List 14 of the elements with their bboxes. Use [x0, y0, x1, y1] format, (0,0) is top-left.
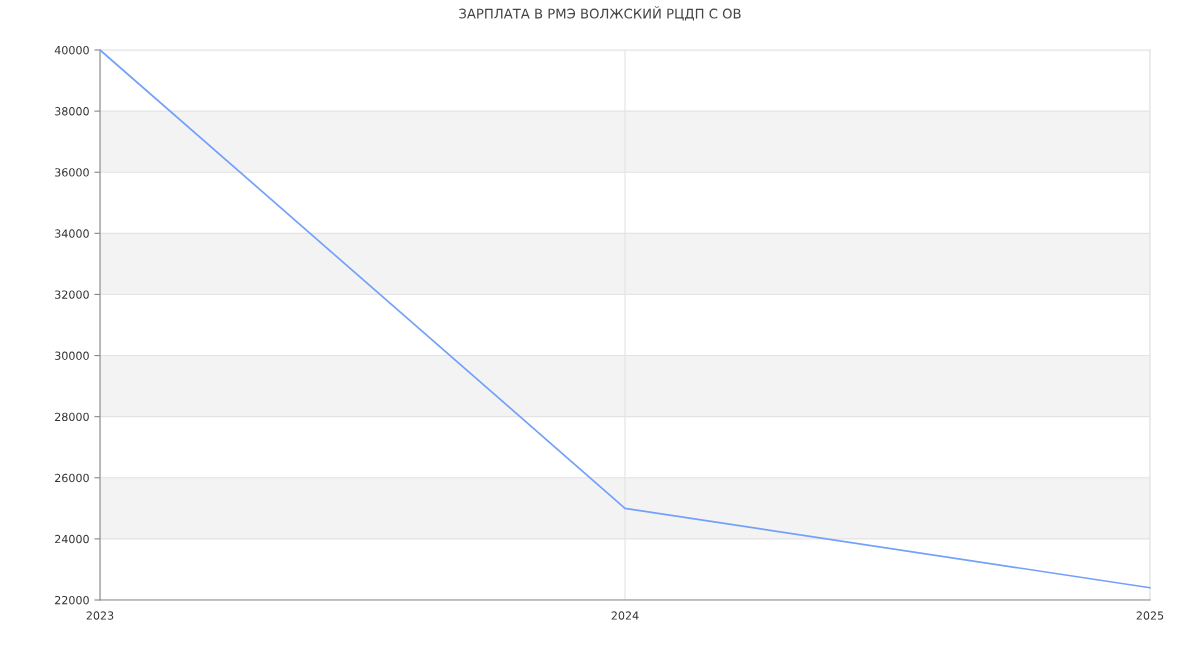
- y-tick-label: 30000: [55, 351, 89, 360]
- y-tick-label: 34000: [55, 229, 89, 238]
- x-tick-label: 2023: [86, 611, 114, 620]
- y-tick-label: 26000: [55, 473, 89, 483]
- y-tick-label: 40000: [54, 45, 89, 55]
- y-tick-label: 28000: [55, 412, 89, 422]
- chart-title: ЗАРПЛАТА В РМЭ ВОЛЖСКИЙ РЦДП С ОВ: [459, 6, 741, 21]
- y-tick-label: 24000: [55, 534, 89, 544]
- y-tick-label: 38000: [55, 107, 89, 116]
- y-tick-label: 22000: [55, 595, 89, 605]
- x-tick-label: 2025: [1136, 611, 1164, 620]
- x-tick-label: 2024: [611, 611, 639, 620]
- y-tick-label: 32000: [55, 290, 89, 299]
- y-tick-label: 36000: [55, 168, 89, 177]
